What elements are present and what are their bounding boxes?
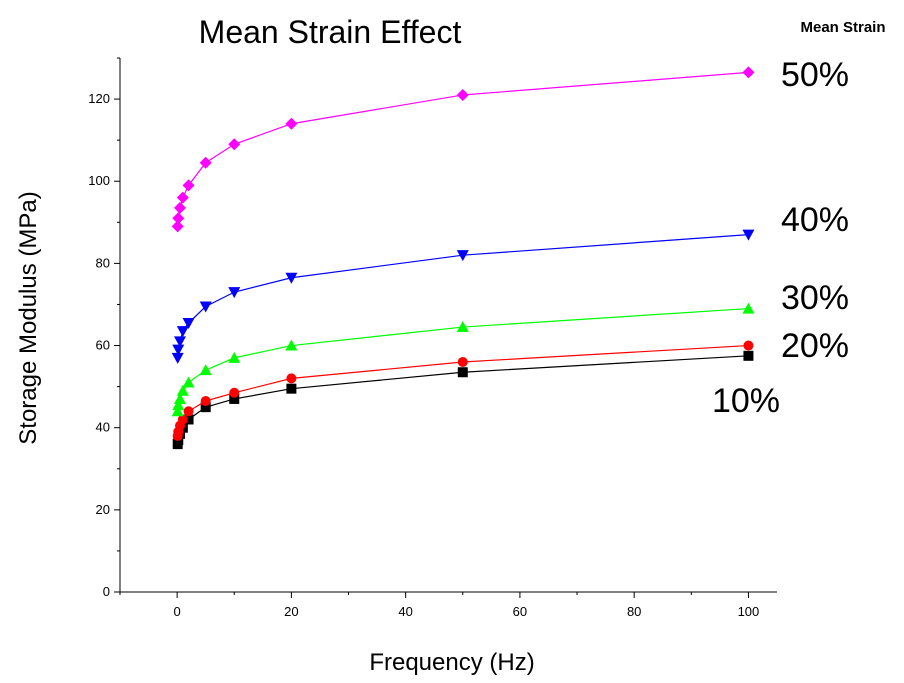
data-point-circle: [457, 356, 468, 367]
data-point-circle: [183, 406, 194, 417]
axes: 0 20 40 60 80 100 120 0 20 40 60 80 100: [88, 57, 777, 619]
data-point-triangle-up: [172, 399, 185, 411]
y-axis-title: Storage Modulus (MPa): [15, 191, 42, 444]
data-point-triangle-down: [176, 326, 189, 338]
series-label-40-percent: 40%: [781, 201, 849, 239]
data-point-triangle-down: [285, 272, 298, 284]
x-axis-title: Frequency (Hz): [369, 649, 534, 676]
data-point-triangle-up: [742, 302, 755, 314]
series-label-10-percent: 10%: [712, 382, 780, 420]
series-label-30-percent: 30%: [781, 279, 849, 317]
series-labels: 10%20% 30% 40% 50%: [712, 56, 849, 420]
data-point-triangle-up: [171, 405, 184, 417]
data-point-triangle-down: [173, 336, 186, 348]
data-point-diamond: [182, 179, 195, 192]
y-tick-label: 20: [96, 502, 110, 517]
x-tick-label: 40: [398, 604, 412, 619]
data-point-diamond: [742, 66, 755, 79]
data-point-triangle-down: [228, 287, 241, 299]
data-point-triangle-down: [172, 344, 185, 356]
series-30-percent: [171, 302, 755, 417]
data-point-square: [286, 383, 297, 394]
data-point-triangle-up: [199, 364, 212, 376]
series-label-20-percent: 20%: [781, 327, 849, 365]
data-point-triangle-up: [456, 321, 469, 333]
chart-title: Mean Strain Effect: [199, 14, 462, 50]
data-point-triangle-up: [182, 376, 195, 388]
series-layer: [171, 66, 755, 450]
data-point-triangle-down: [182, 317, 195, 329]
data-point-diamond: [228, 138, 241, 151]
y-tick-label: 40: [96, 420, 110, 435]
data-point-triangle-down: [742, 229, 755, 241]
data-point-triangle-down: [456, 250, 469, 262]
data-point-triangle-down: [199, 301, 212, 313]
series-label-50-percent: 50%: [781, 56, 849, 94]
y-tick-label: 60: [96, 338, 110, 353]
y-tick-label: 80: [96, 255, 110, 270]
data-point-triangle-down: [171, 352, 184, 364]
data-point-diamond: [172, 212, 185, 225]
data-point-circle: [286, 373, 297, 384]
series-40-percent: [171, 229, 755, 364]
data-point-triangle-up: [176, 384, 189, 396]
data-point-diamond: [176, 191, 189, 204]
data-point-circle: [743, 340, 754, 351]
data-point-square: [183, 414, 194, 425]
y-tick-label: 0: [103, 584, 110, 599]
data-point-triangle-up: [173, 392, 186, 404]
data-point-triangle-up: [228, 351, 241, 363]
y-tick-label: 100: [88, 173, 110, 188]
data-point-diamond: [173, 201, 186, 214]
x-tick-label: 100: [738, 604, 760, 619]
legend-title: Mean Strain: [800, 19, 885, 36]
data-point-diamond: [285, 117, 298, 130]
y-tick-label: 120: [88, 91, 110, 106]
data-point-circle: [177, 414, 188, 425]
data-point-diamond: [456, 88, 469, 101]
series-50-percent: [171, 66, 755, 233]
data-point-circle: [200, 395, 211, 406]
x-tick-label: 20: [284, 604, 298, 619]
x-tick-label: 80: [627, 604, 641, 619]
data-point-square: [457, 367, 468, 378]
data-point-diamond: [199, 156, 212, 169]
data-point-diamond: [171, 220, 184, 233]
data-point-triangle-up: [285, 339, 298, 351]
data-point-square: [200, 402, 211, 413]
data-point-square: [229, 393, 240, 404]
series-20-percent: [172, 340, 754, 441]
x-tick-label: 60: [513, 604, 527, 619]
data-point-circle: [229, 387, 240, 398]
x-tick-label: 0: [174, 604, 181, 619]
data-point-square: [743, 350, 754, 361]
